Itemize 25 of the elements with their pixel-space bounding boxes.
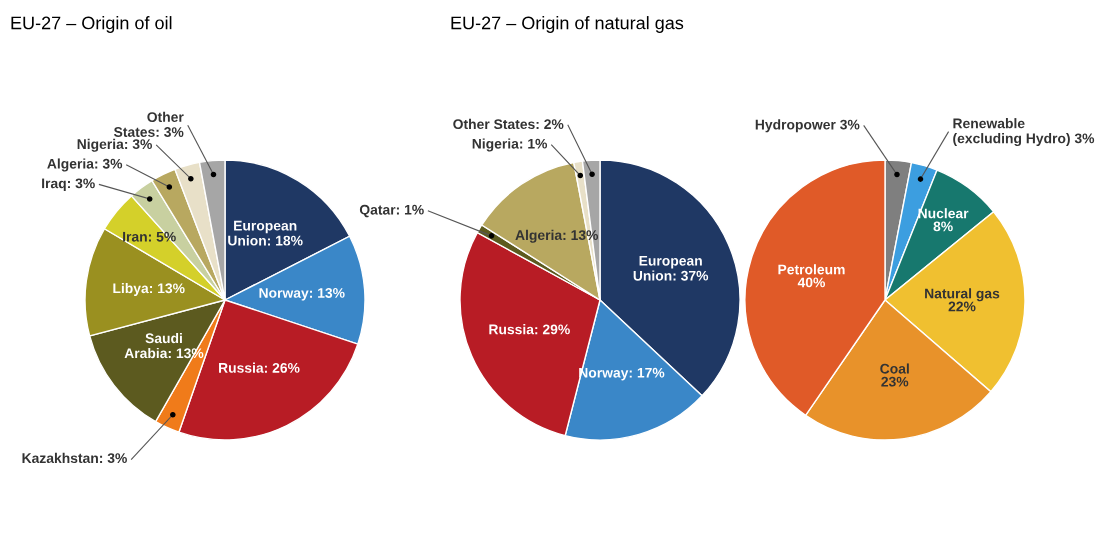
slice-label: Russia: 26%: [219, 362, 300, 373]
slice-label: Natural gas: [925, 288, 1000, 302]
data-label: 22%: [948, 301, 976, 312]
data-label: 8%: [933, 221, 953, 232]
slice-label: Norway: 13%: [259, 288, 345, 301]
slice-label: Other States: 2%: [453, 118, 564, 130]
slice-label: Nigeria: 3%: [77, 138, 152, 152]
chart-title: EU-27 – Origin of natural gas: [451, 16, 684, 33]
slice-label: European Union: 37%: [633, 255, 709, 281]
slice-label: Russia: 29%: [489, 324, 570, 335]
slice-label: European Union: 18%: [228, 220, 303, 246]
slice-label: Coal: [880, 363, 909, 374]
data-label: 23%: [881, 376, 909, 387]
slice-label: Nigeria: 1%: [472, 138, 548, 152]
slice-label: Iraq: 3%: [42, 178, 95, 192]
slice-label: Petroleum: [778, 264, 845, 275]
slice-label: Other States: 3%: [113, 111, 184, 137]
slice-label: Algeria: 3%: [47, 158, 123, 172]
slice-label: Kazakhstan: 3%: [22, 452, 127, 464]
data-label: 40%: [797, 277, 826, 288]
slice-label: Qatar: 1%: [359, 204, 424, 218]
slice-label: Renewable (excluding Hydro) 3%: [953, 118, 1095, 147]
slice-label: Libya: 13%: [113, 282, 185, 296]
slice-label: Hydropower 3%: [755, 119, 860, 133]
chart-title: EU-27 – Origin of oil: [11, 16, 172, 33]
